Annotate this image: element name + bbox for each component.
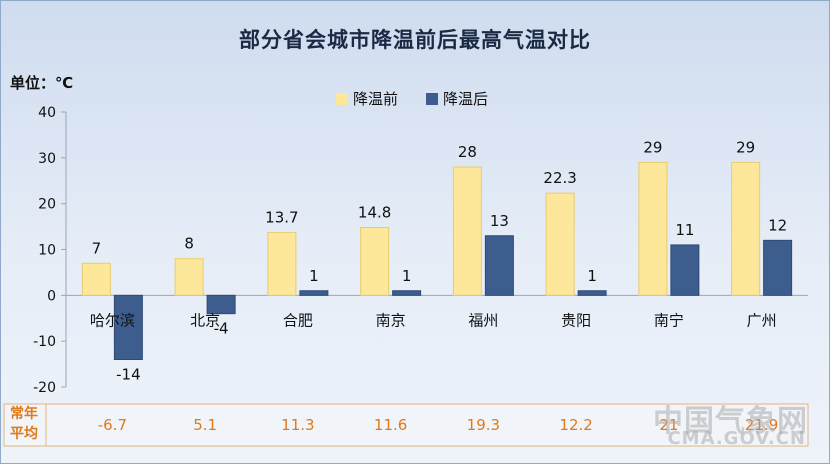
legend-item-after: 降温后 bbox=[426, 88, 488, 109]
bar-before bbox=[731, 161, 761, 296]
y-tick-label: -20 bbox=[33, 380, 56, 396]
normal-value: 11.6 bbox=[374, 416, 407, 434]
data-label-before: 13.7 bbox=[265, 209, 298, 227]
bar-before bbox=[174, 258, 204, 296]
bar-after bbox=[577, 290, 607, 296]
chart-title: 部分省会城市降温前后最高气温对比 bbox=[239, 28, 591, 52]
category-label: 合肥 bbox=[283, 311, 313, 329]
data-label-before: 28 bbox=[458, 143, 477, 161]
data-label-after: 12 bbox=[768, 216, 787, 234]
data-label-after: -4 bbox=[214, 320, 229, 338]
legend-swatch-before bbox=[336, 92, 348, 105]
normal-value: 11.3 bbox=[281, 416, 314, 434]
normal-value: 21.9 bbox=[745, 416, 778, 434]
data-label-after: 11 bbox=[675, 221, 694, 239]
category-label: 广州 bbox=[747, 311, 777, 329]
data-label-after: -14 bbox=[116, 366, 141, 384]
watermark-en: CMA.GOV.CN bbox=[667, 428, 806, 449]
bar-after bbox=[763, 239, 793, 296]
normal-row-label-line2: 平均 bbox=[10, 426, 38, 442]
data-label-before: 29 bbox=[643, 138, 662, 156]
data-label-after: 1 bbox=[309, 267, 319, 285]
data-label-before: 22.3 bbox=[543, 169, 576, 187]
bar-before bbox=[360, 227, 390, 296]
bar-after bbox=[206, 294, 236, 315]
normal-value: 5.1 bbox=[193, 416, 217, 434]
data-label-after: 1 bbox=[402, 267, 412, 285]
bar-after bbox=[484, 235, 514, 296]
data-label-before: 8 bbox=[184, 235, 194, 253]
data-label-before: 29 bbox=[736, 138, 755, 156]
legend-item-before: 降温前 bbox=[336, 88, 398, 109]
y-tick-label: 10 bbox=[38, 243, 56, 259]
bar-before bbox=[452, 166, 482, 296]
normal-value: 19.3 bbox=[467, 416, 500, 434]
bar-after bbox=[392, 290, 422, 296]
normal-value: 21 bbox=[659, 416, 678, 434]
y-tick-label: 40 bbox=[38, 105, 56, 121]
y-tick-label: 30 bbox=[38, 151, 56, 167]
bar-after bbox=[299, 290, 329, 296]
legend-label-before: 降温前 bbox=[353, 90, 399, 108]
bar-before bbox=[81, 262, 111, 296]
unit-label: 单位：℃ bbox=[10, 74, 74, 92]
y-tick-label: 20 bbox=[38, 197, 56, 213]
y-tick-label: -10 bbox=[33, 334, 56, 350]
normal-value: -6.7 bbox=[98, 416, 127, 434]
y-tick-label: 0 bbox=[47, 288, 56, 304]
category-label: 南宁 bbox=[654, 311, 684, 329]
legend-label-after: 降温后 bbox=[443, 90, 489, 108]
normal-value: 12.2 bbox=[559, 416, 592, 434]
category-label: 福州 bbox=[468, 311, 498, 329]
data-label-after: 13 bbox=[490, 212, 509, 230]
category-label: 贵阳 bbox=[561, 311, 591, 329]
data-label-before: 14.8 bbox=[358, 204, 391, 222]
category-label: 南京 bbox=[376, 311, 406, 329]
data-label-after: 1 bbox=[587, 267, 597, 285]
bar-before bbox=[638, 161, 668, 296]
category-label: 北京 bbox=[190, 311, 220, 329]
watermark-cn: 中国气象网 bbox=[653, 404, 808, 439]
normal-row-table bbox=[3, 403, 809, 447]
data-label-before: 7 bbox=[92, 239, 102, 257]
bar-before bbox=[545, 192, 575, 296]
bar-after bbox=[670, 244, 700, 296]
legend-swatch-after bbox=[426, 92, 438, 105]
bar-after bbox=[113, 294, 143, 361]
bar-before bbox=[267, 232, 297, 296]
category-label: 哈尔滨 bbox=[90, 311, 135, 329]
normal-row-label-line1: 常年 bbox=[10, 406, 38, 422]
